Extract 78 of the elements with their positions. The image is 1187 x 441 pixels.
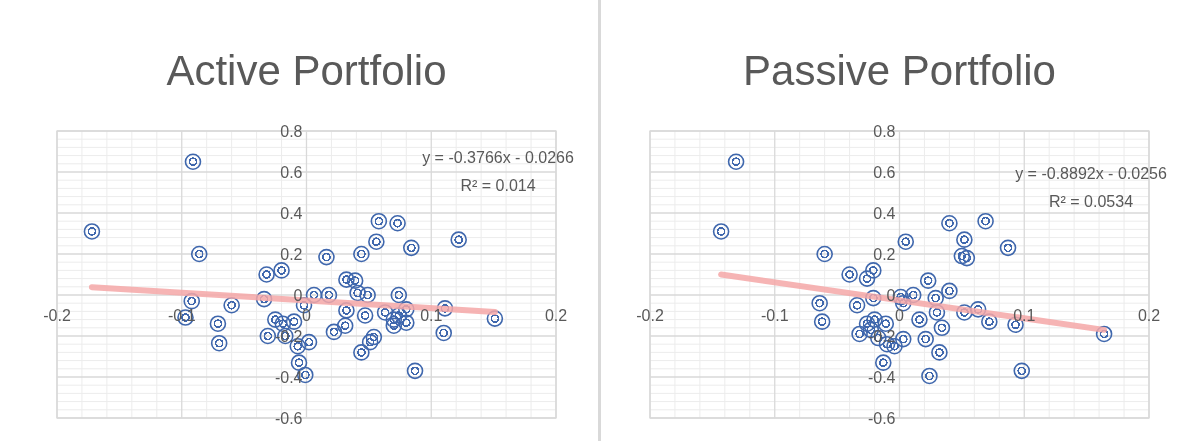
y-tick-label: 0.6 xyxy=(280,163,303,181)
annotation: R² = 0.0534 xyxy=(1048,193,1134,210)
annotation: y = -0.3766x - 0.0266 xyxy=(422,149,574,166)
x-tick-label: -0.1 xyxy=(760,307,789,324)
point xyxy=(816,245,833,263)
point xyxy=(958,249,976,267)
point xyxy=(402,239,420,257)
point xyxy=(865,262,882,279)
y-tick-label: 0.8 xyxy=(280,122,303,140)
y-tick-label: 0 xyxy=(886,286,896,304)
point xyxy=(259,327,277,345)
point xyxy=(712,223,730,240)
point xyxy=(919,272,937,289)
point xyxy=(941,214,958,232)
chart-title: Passive Portfolio xyxy=(743,47,1056,94)
point xyxy=(184,153,202,171)
point xyxy=(336,317,354,335)
point xyxy=(300,333,318,351)
point xyxy=(897,233,915,250)
point xyxy=(356,307,374,324)
point xyxy=(848,296,866,314)
point xyxy=(999,239,1017,257)
point xyxy=(370,212,388,230)
y-tick-label: 0.4 xyxy=(280,204,303,222)
y-tick-label: 0.8 xyxy=(873,122,896,140)
y-tick-label: 0.6 xyxy=(873,163,896,181)
point xyxy=(911,311,928,328)
point xyxy=(933,319,951,337)
point xyxy=(894,330,912,348)
point xyxy=(83,223,101,240)
point xyxy=(1013,362,1031,380)
point xyxy=(190,245,208,263)
point xyxy=(435,324,453,342)
y-tick-label: -0.6 xyxy=(867,409,896,427)
point xyxy=(368,233,385,250)
point xyxy=(209,315,227,332)
point xyxy=(813,313,831,330)
y-tick-label: 0 xyxy=(293,286,303,304)
point xyxy=(353,245,370,263)
point xyxy=(223,296,240,314)
y-tick-label: -0.4 xyxy=(867,368,896,386)
point xyxy=(353,344,370,361)
point xyxy=(389,214,406,232)
point xyxy=(450,231,467,248)
point xyxy=(385,317,403,335)
point xyxy=(359,286,376,304)
point xyxy=(210,334,228,352)
y-tick-label: -0.6 xyxy=(274,409,303,427)
chart-title: Active Portfolio xyxy=(166,47,447,94)
point xyxy=(258,266,275,283)
point xyxy=(285,313,303,330)
point xyxy=(941,282,958,300)
x-tick-label: -0.2 xyxy=(636,307,664,324)
point xyxy=(921,367,938,385)
point xyxy=(977,212,994,230)
x-tick-label: 0.2 xyxy=(544,307,568,324)
annotation: R² = 0.014 xyxy=(460,177,536,194)
y-tick-label: 0.2 xyxy=(280,245,303,263)
y-tick-label: 0.2 xyxy=(873,245,896,263)
point xyxy=(390,286,408,304)
annotation: y = -0.8892x - 0.0256 xyxy=(1015,165,1167,182)
y-tick-label: 0.4 xyxy=(873,204,896,222)
point xyxy=(365,328,383,346)
point xyxy=(318,248,335,266)
point xyxy=(811,294,828,312)
point xyxy=(273,262,290,279)
x-tick-label: -0.2 xyxy=(43,307,71,324)
point xyxy=(917,330,934,348)
x-tick-label: 0.2 xyxy=(1137,307,1161,324)
x-tick-label: 0.1 xyxy=(420,307,443,324)
point xyxy=(290,354,308,371)
point xyxy=(841,266,858,283)
point xyxy=(931,344,948,361)
point xyxy=(727,153,745,171)
x-tick-label: 0.1 xyxy=(1013,307,1036,324)
point xyxy=(956,231,973,248)
point xyxy=(874,354,892,371)
point xyxy=(406,362,424,380)
